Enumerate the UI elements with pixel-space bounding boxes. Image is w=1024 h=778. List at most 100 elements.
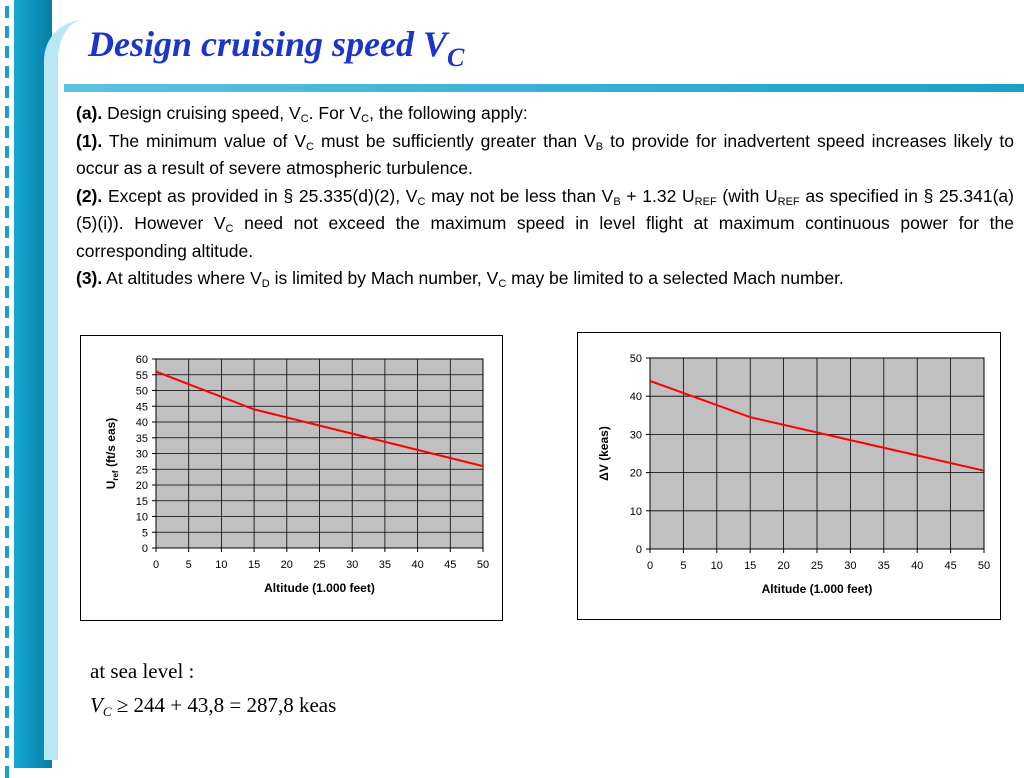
- body-text: (a). Design cruising speed, VC. For VC, …: [76, 100, 1014, 293]
- series-line: [155, 370, 484, 468]
- series-line: [649, 379, 985, 472]
- sidebar-dash-strip: [0, 0, 14, 778]
- sidebar-dash: [5, 326, 9, 338]
- sidebar-dash: [5, 186, 9, 198]
- y-tick-label: 20: [630, 468, 642, 480]
- y-tick-label: 50: [136, 386, 148, 398]
- sidebar-dash: [5, 386, 9, 398]
- sidebar-dash: [5, 746, 9, 758]
- delta-v-chart: 0 5 10 15 20 25 30 35 40 45 50 0 10 20 30 40 50 Altitude …: [577, 332, 1001, 620]
- sidebar-dash: [5, 146, 9, 158]
- y-tick-label: 45: [136, 401, 148, 413]
- paragraph-3: (3). At altitudes where VD is limited by…: [76, 268, 844, 290]
- x-tick-label: 10: [711, 560, 723, 572]
- sidebar-dash: [5, 426, 9, 438]
- paragraph-2: (2). Except as provided in § 25.335(d)(2…: [76, 185, 1015, 261]
- y-tick-label: 30: [136, 449, 148, 461]
- page-title: Design cruising speed VC: [88, 24, 465, 72]
- sidebar-dash: [5, 226, 9, 238]
- formula-equation: VC ≥ 244 + 43,8 = 287,8 keas: [90, 693, 337, 719]
- uref-chart: 0 5 10 15 20 25 30 35 40 45 50 0 5 10 15 20 25 30 35 40 45 50…: [80, 335, 503, 621]
- y-tick-label: 55: [136, 370, 148, 382]
- sidebar-dash: [5, 506, 9, 518]
- sidebar-dash: [5, 166, 9, 178]
- uref-chart-svg: 0 5 10 15 20 25 30 35 40 45 50 0 5 10 15 20 25 30 35 40 45 50…: [104, 354, 489, 595]
- y-axis-label-main: U: [104, 481, 118, 490]
- y-tick-label: 20: [136, 480, 148, 492]
- x-tick-label: 0: [153, 559, 159, 571]
- sidebar-dash: [5, 286, 9, 298]
- sidebar-dash: [5, 366, 9, 378]
- sidebar-dash: [5, 6, 9, 18]
- x-tick-label: 30: [844, 560, 856, 572]
- y-tick-label: 40: [630, 391, 642, 403]
- sidebar-dash: [5, 726, 9, 738]
- y-axis-label: ΔV (keas): [597, 426, 611, 481]
- sidebar-dash: [5, 686, 9, 698]
- sidebar-dash: [5, 346, 9, 358]
- x-tick-label: 35: [379, 559, 391, 571]
- x-tick-label: 40: [911, 560, 923, 572]
- x-tick-label: 20: [777, 560, 789, 572]
- sidebar-dash: [5, 526, 9, 538]
- x-tick-label: 30: [346, 559, 358, 571]
- x-axis-label: Altitude (1.000 feet): [762, 582, 873, 596]
- y-tick-label: 50: [630, 353, 642, 365]
- sidebar-dash: [5, 86, 9, 98]
- sidebar-dash: [5, 66, 9, 78]
- x-tick-label: 45: [944, 560, 956, 572]
- y-tick-label: 10: [630, 506, 642, 518]
- sidebar-dash: [5, 566, 9, 578]
- x-tick-label: 40: [411, 559, 423, 571]
- formula-caption: at sea level :: [90, 659, 195, 683]
- sidebar-dash: [5, 106, 9, 118]
- x-tick-label: 5: [186, 559, 192, 571]
- sidebar-dash: [5, 666, 9, 678]
- y-tick-label: 30: [630, 429, 642, 441]
- sidebar-dash: [5, 706, 9, 718]
- x-tick-label: 35: [878, 560, 890, 572]
- y-tick-label: 35: [136, 433, 148, 445]
- x-tick-label: 5: [680, 560, 686, 572]
- paragraph-a: (a). Design cruising speed, VC. For VC, …: [76, 103, 528, 125]
- sidebar-dash: [5, 206, 9, 218]
- y-tick-label: 0: [142, 543, 148, 555]
- formula-block: at sea level : VC ≥ 244 + 43,8 = 287,8 k…: [90, 654, 336, 729]
- x-tick-label: 10: [215, 559, 227, 571]
- x-tick-label: 50: [477, 559, 489, 571]
- x-tick-label: 15: [744, 560, 756, 572]
- sidebar-dash: [5, 246, 9, 258]
- y-tick-label: 0: [636, 544, 642, 556]
- sidebar-dash: [5, 486, 9, 498]
- y-tick-label: 5: [142, 527, 148, 539]
- x-tick-label: 25: [811, 560, 823, 572]
- y-tick-label: 25: [136, 464, 148, 476]
- sidebar-dash: [5, 586, 9, 598]
- y-tick-label: 40: [136, 417, 148, 429]
- title-underline: [64, 84, 1024, 92]
- x-tick-label: 25: [313, 559, 325, 571]
- y-tick-label: 10: [136, 512, 148, 524]
- sidebar-dash: [5, 606, 9, 618]
- sidebar-dash: [5, 266, 9, 278]
- x-tick-label: 20: [281, 559, 293, 571]
- sidebar-dash: [5, 46, 9, 58]
- y-axis-label-sub: ref: [111, 470, 120, 481]
- y-tick-label: 15: [136, 496, 148, 508]
- x-tick-label: 50: [978, 560, 990, 572]
- y-axis-label-rest: (ft/s eas): [104, 418, 118, 471]
- x-tick-label: 45: [444, 559, 456, 571]
- x-axis-label: Altitude (1.000 feet): [264, 581, 375, 595]
- x-tick-label: 15: [248, 559, 260, 571]
- sidebar-dash: [5, 446, 9, 458]
- x-tick-label: 0: [647, 560, 653, 572]
- sidebar-dash: [5, 546, 9, 558]
- paragraph-1: (1). The minimum value of VC must be suf…: [76, 130, 1014, 179]
- sidebar-dash: [5, 126, 9, 138]
- sidebar-dash: [5, 626, 9, 638]
- sidebar-dash: [5, 466, 9, 478]
- sidebar-dash: [5, 646, 9, 658]
- y-tick-label: 60: [136, 354, 148, 366]
- sidebar-dash: [5, 26, 9, 38]
- sidebar-dash: [5, 406, 9, 418]
